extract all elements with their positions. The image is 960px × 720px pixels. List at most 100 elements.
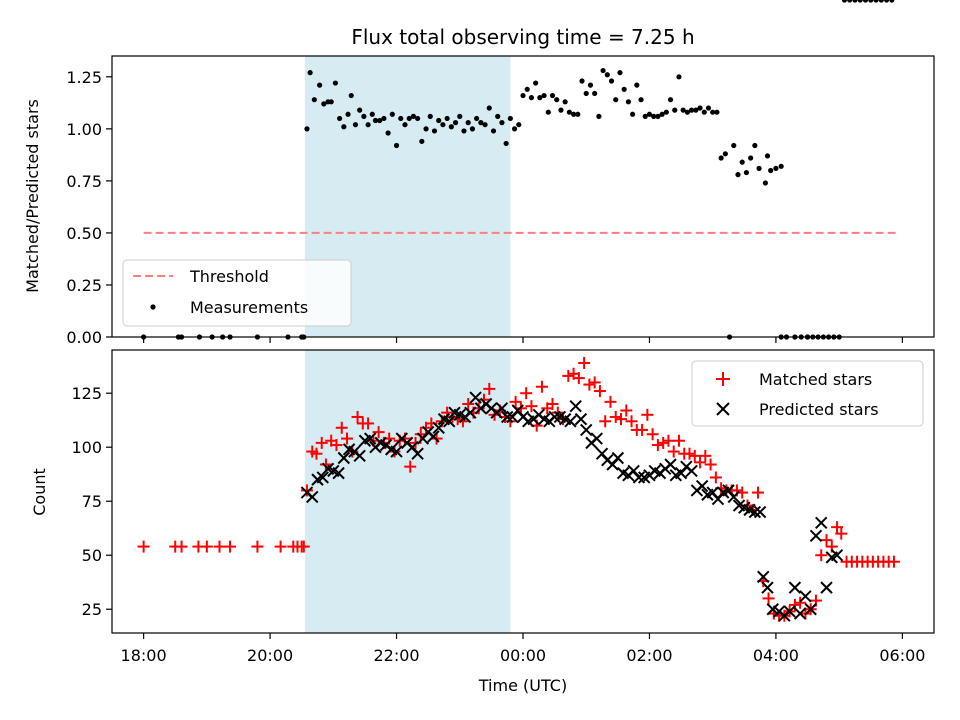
predicted-star-point [632, 471, 646, 484]
measurement-point [398, 115, 404, 122]
bottom-panel: 25 50 75 100 125 18:00 20:00 22:00 00:00 02:00 04… [30, 349, 935, 695]
measurement-point [676, 74, 682, 80]
measurement-point [743, 169, 750, 176]
matched-star-point [672, 434, 685, 447]
matched-star-point [815, 549, 828, 562]
measurement-point [630, 111, 636, 117]
matched-star-point [300, 484, 313, 497]
measurement-point [452, 120, 459, 126]
legend-predicted-label: Predicted stars [759, 400, 879, 419]
matched-star-point [578, 356, 591, 369]
measurement-point [352, 122, 359, 128]
matched-star-point [709, 471, 722, 484]
measurement-point [714, 109, 720, 115]
predicted-star-point [664, 458, 677, 471]
measurement-point [718, 155, 724, 161]
measurement-point [317, 82, 323, 88]
predicted-star-point [727, 490, 740, 504]
predicted-star-point [830, 549, 844, 562]
measurement-point [684, 109, 691, 115]
legend-measurements-swatch [150, 304, 156, 310]
measurement-point [873, 0, 879, 3]
measurement-point [852, 0, 858, 3]
measurement-point [503, 140, 509, 147]
measurement-point [537, 95, 543, 101]
predicted-star-point [500, 410, 514, 424]
predicted-star-point [757, 570, 770, 584]
measurement-point [541, 92, 547, 99]
top-x-ticks [143, 337, 903, 343]
measurement-point [575, 111, 581, 117]
predicted-star-point [548, 410, 561, 424]
measurement-point [423, 126, 429, 132]
measurement-point [625, 99, 631, 105]
measurement-point [465, 120, 471, 126]
matched-star-point [274, 540, 287, 553]
bottom-y-tick-label: 125 [71, 384, 102, 403]
measurement-point [461, 128, 467, 134]
matched-star-point [657, 436, 670, 449]
matched-star-point [404, 460, 417, 473]
matched-star-point [372, 426, 385, 439]
matched-star-point [546, 398, 559, 411]
measurement-point [710, 109, 716, 115]
measurement-point [651, 113, 657, 119]
measurement-point [735, 172, 741, 178]
measurement-point [689, 107, 695, 113]
top-legend: Threshold Measurements [122, 259, 352, 327]
matched-star-point [175, 540, 188, 553]
bottom-x-tick-label: 18:00 [121, 646, 167, 665]
measurement-point [778, 163, 784, 169]
top-y-tick-label: 0.50 [66, 224, 102, 243]
top-y-ticks: 0.00 0.25 0.50 0.75 1.00 1.25 [66, 68, 112, 347]
measurement-point [659, 111, 665, 117]
measurement-point [393, 142, 400, 149]
measurement-point [357, 107, 363, 113]
predicted-star-point [685, 464, 698, 478]
top-y-axis-label: Matched/Predicted stars [23, 99, 42, 293]
bottom-axes-frame [111, 349, 935, 634]
measurement-point [752, 142, 758, 149]
measurement-point [410, 113, 416, 119]
legend-matched-label: Matched stars [759, 370, 872, 389]
measurement-point [773, 165, 779, 171]
bottom-x-tick-label: 00:00 [500, 646, 546, 665]
matched-star-point [699, 449, 712, 462]
matched-star-point [478, 393, 491, 406]
measurement-point [596, 113, 602, 119]
measurement-point [768, 167, 774, 174]
matched-star-point [315, 436, 328, 449]
measurement-point [389, 111, 395, 117]
measurement-point [731, 142, 737, 149]
matched-star-point [636, 423, 649, 436]
measurement-point [511, 126, 518, 132]
predicted-star-point [390, 445, 403, 458]
measurement-point [406, 115, 412, 122]
legend-measurements-label: Measurements [190, 298, 308, 317]
predicted-star-point [590, 432, 603, 445]
bottom-y-ticks: 25 50 75 100 125 [71, 384, 112, 619]
measurement-point [457, 113, 463, 119]
measurement-point [372, 117, 379, 124]
matched-star-point [319, 458, 332, 471]
measurement-point [862, 0, 869, 3]
matched-star-point [462, 398, 475, 411]
matched-star-point [704, 458, 717, 471]
matched-star-point [251, 540, 264, 553]
measurement-point [332, 80, 339, 86]
matched-star-point [625, 415, 638, 428]
measurement-point [448, 124, 454, 130]
matched-star-point [593, 385, 606, 398]
matched-star-point [662, 434, 675, 447]
predicted-star-point [443, 415, 456, 428]
predicted-star-point [574, 412, 588, 426]
matched-star-point [509, 395, 522, 408]
measurement-point [348, 92, 354, 99]
predicted-star-point [799, 590, 812, 603]
measurement-point [613, 97, 619, 103]
predicted-star-point [427, 430, 440, 443]
matched-star-point [351, 410, 364, 423]
measurement-point [841, 0, 848, 3]
matched-star-point [694, 456, 707, 469]
